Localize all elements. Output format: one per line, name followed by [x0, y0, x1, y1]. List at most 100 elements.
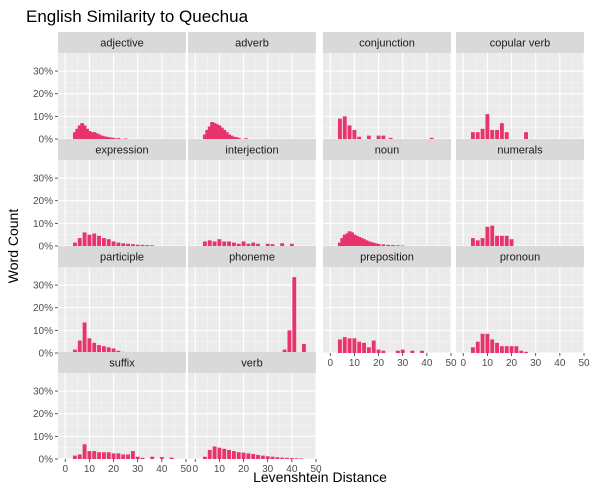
bar	[504, 132, 509, 139]
bar	[519, 350, 524, 353]
bar	[77, 340, 82, 353]
bar	[72, 455, 77, 459]
bar	[376, 243, 381, 246]
bar	[202, 134, 207, 139]
bar	[490, 129, 495, 139]
bar	[92, 233, 97, 246]
bar	[106, 347, 111, 353]
facet-adverb: adverb	[188, 32, 317, 140]
facet-numerals: numerals	[456, 139, 585, 247]
bar	[282, 349, 287, 353]
bar	[364, 240, 369, 246]
y-tick-label: 20%	[33, 196, 53, 207]
facet-strip	[188, 246, 316, 267]
x-tick-label: 10	[482, 358, 494, 369]
bar	[337, 118, 342, 139]
facet-strip	[323, 32, 451, 53]
y-tick-label: 30%	[33, 67, 53, 78]
bar	[111, 453, 116, 459]
panel-background	[456, 160, 584, 246]
bar	[207, 126, 212, 139]
facet-strip	[58, 139, 186, 160]
bar	[395, 350, 400, 353]
bar	[354, 235, 359, 246]
facet-pronoun: pronoun 0 10 20 30 40 50	[456, 246, 590, 369]
bar	[80, 123, 85, 139]
bar	[236, 137, 241, 139]
bar	[376, 135, 381, 139]
bar	[77, 125, 82, 139]
bar	[246, 453, 251, 459]
bar	[72, 242, 77, 246]
bar	[87, 338, 92, 353]
bar	[130, 451, 135, 459]
bar	[207, 449, 212, 459]
facet-strip-label: pronoun	[500, 252, 540, 264]
panel-background	[58, 53, 186, 139]
facet-strip-label: conjunction	[359, 38, 415, 50]
bar	[362, 342, 366, 353]
facet-conjunction: conjunction	[323, 32, 452, 140]
bar	[222, 241, 227, 246]
bar	[294, 458, 299, 459]
y-tick-label: 10%	[33, 219, 53, 230]
bar	[359, 238, 364, 246]
y-tick-label: 10%	[33, 326, 53, 337]
bar	[342, 337, 347, 353]
bar	[470, 238, 475, 246]
y-tick-label: 0%	[39, 349, 54, 360]
bar	[369, 242, 374, 246]
bar	[287, 330, 292, 353]
facet-phoneme: phoneme	[188, 246, 317, 354]
facet-strip-label: copular verb	[490, 38, 551, 50]
bar	[420, 350, 424, 353]
bar	[495, 235, 499, 246]
bar	[490, 225, 495, 246]
bar	[234, 137, 239, 139]
facet-strip	[323, 246, 451, 267]
bar	[357, 136, 362, 139]
bar	[82, 322, 87, 353]
facet-strip	[188, 352, 316, 373]
bar	[362, 239, 366, 246]
panel-background	[323, 160, 451, 246]
bar	[145, 245, 150, 246]
panel-background	[456, 267, 584, 353]
bar	[256, 243, 260, 246]
facet-strip-label: preposition	[360, 252, 414, 264]
y-tick-label: 30%	[33, 174, 53, 185]
bar	[275, 457, 280, 459]
facet-strip	[58, 352, 186, 373]
bar	[270, 456, 275, 459]
bar	[205, 129, 210, 139]
x-tick-label: 40	[286, 464, 298, 475]
x-tick-label: 50	[310, 464, 322, 475]
bar	[470, 347, 475, 353]
bar	[99, 135, 104, 139]
bar	[289, 243, 294, 246]
bar	[485, 114, 490, 139]
bar	[292, 277, 297, 353]
bar	[270, 244, 275, 246]
bar	[352, 129, 357, 139]
x-axis-title: Levenshtein Distance	[253, 469, 387, 485]
bar	[504, 235, 509, 246]
bar	[499, 123, 504, 139]
bar	[371, 242, 376, 246]
bar	[480, 333, 485, 353]
facet-strip-label: suffix	[109, 358, 135, 370]
facet-verb: verb 0 10 20 30 40 50	[188, 352, 322, 475]
bar	[75, 128, 80, 139]
facet-strip	[58, 246, 186, 267]
bar	[212, 123, 217, 139]
bar	[260, 455, 265, 459]
bar	[342, 116, 347, 139]
x-tick-label: 50	[180, 464, 192, 475]
bar	[352, 338, 357, 353]
bar	[391, 245, 395, 246]
facet-strip	[456, 32, 584, 53]
bar	[485, 333, 490, 353]
facet-strip-label: verb	[241, 358, 262, 370]
bar	[495, 129, 499, 139]
